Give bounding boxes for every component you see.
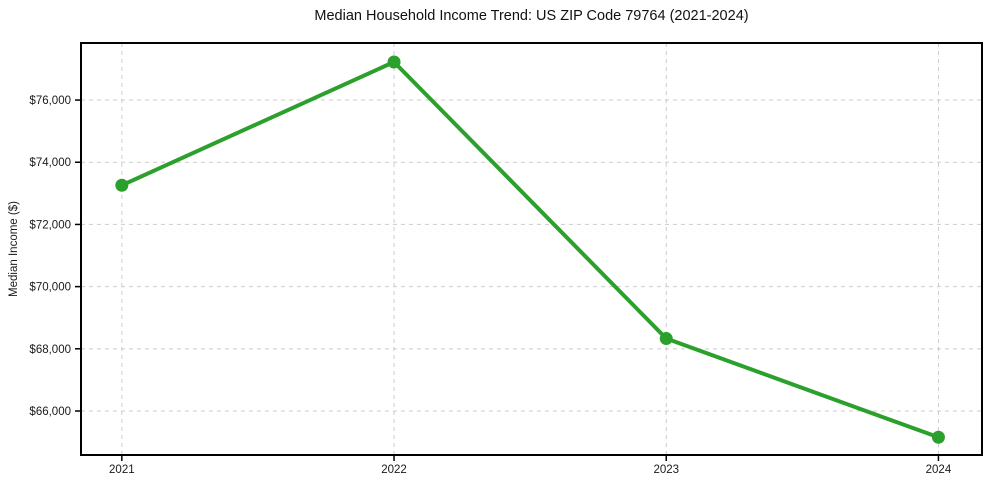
income-trend-line <box>119 59 941 440</box>
x-tick-label: 2021 <box>109 464 135 476</box>
data-point-marker <box>387 55 401 69</box>
x-tick-label: 2022 <box>381 464 407 476</box>
y-tick-label: $76,000 <box>29 95 71 107</box>
y-tick-label: $72,000 <box>29 219 71 231</box>
x-tick-label: 2023 <box>653 464 679 476</box>
plot-border <box>80 42 983 456</box>
data-point-marker <box>659 332 673 346</box>
y-tick-label: $66,000 <box>29 406 71 418</box>
y-tick-label: $74,000 <box>29 157 71 169</box>
x-tick-label: 2024 <box>926 464 952 476</box>
chart-title: Median Household Income Trend: US ZIP Co… <box>314 8 749 24</box>
y-tick-label: $68,000 <box>29 344 71 356</box>
data-point-marker <box>115 178 129 192</box>
data-point-marker <box>931 430 945 444</box>
y-tick-label: $70,000 <box>29 282 71 294</box>
